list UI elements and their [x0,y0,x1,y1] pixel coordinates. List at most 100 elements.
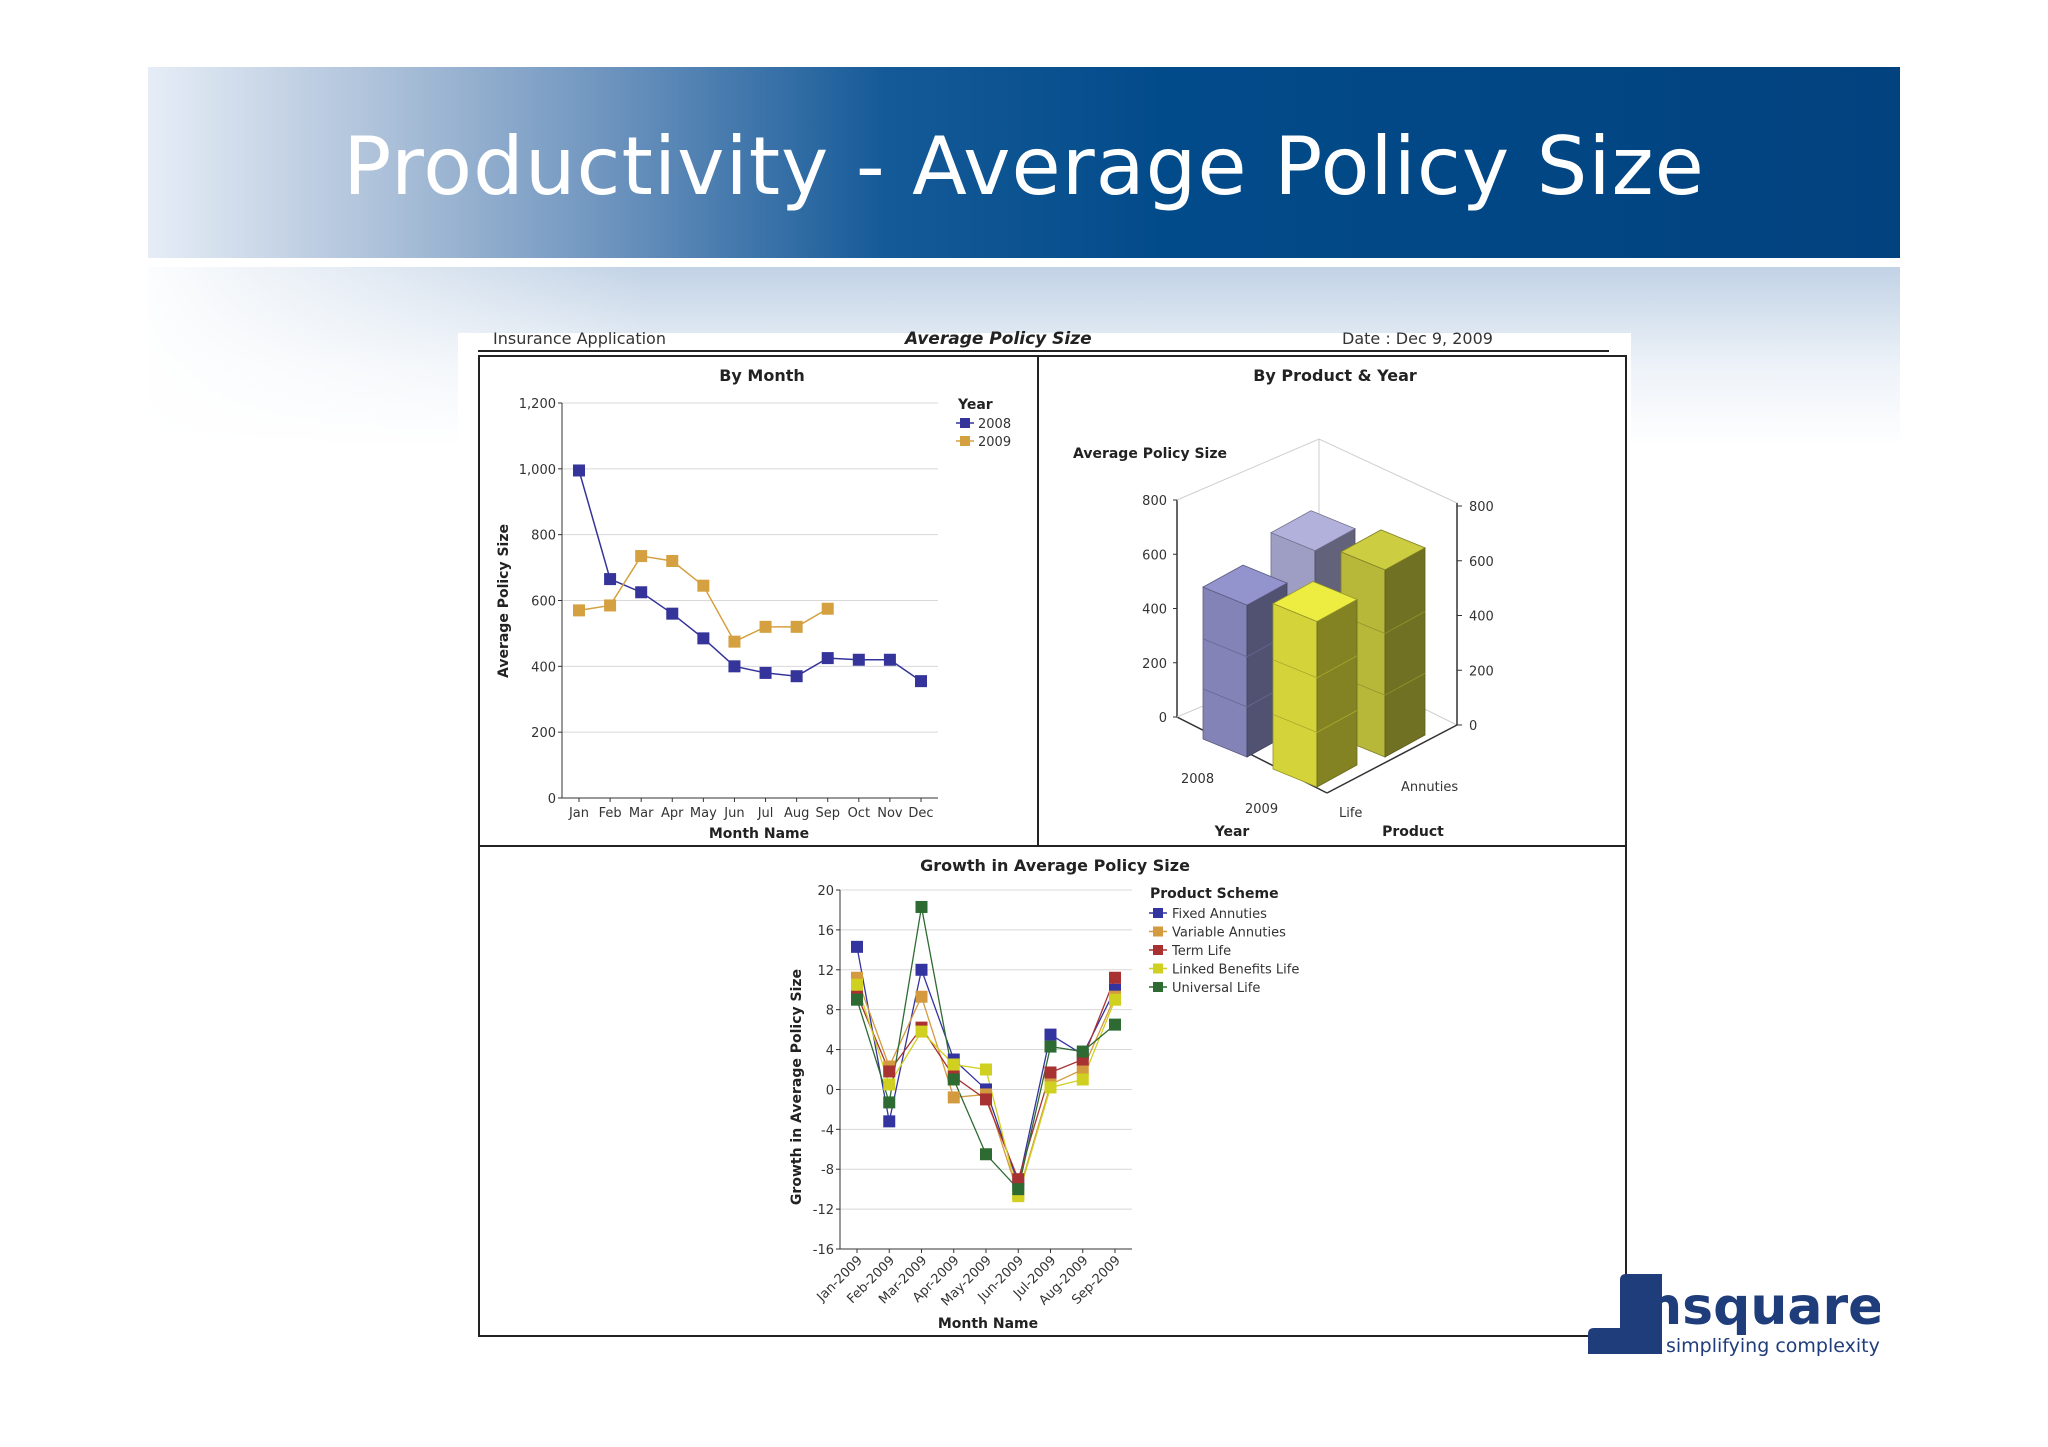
legend-label: 2008 [978,417,1011,432]
y-tick-label: 0 [548,792,556,807]
series-line-2009 [578,555,829,643]
z-tick-label: 0 [1159,711,1167,726]
by-month-chart: By Month Jan Feb Mar Apr May Jun Jul Aug Sep Oct N… [496,366,1011,842]
data-point [728,660,741,673]
legend: Product Scheme Fixed Annuties Variable An… [1149,886,1299,996]
legend-label: Linked Benefits Life [1172,963,1299,978]
data-point [1044,1066,1057,1079]
bar-side-face [1316,598,1358,788]
data-point [915,990,928,1003]
legend-swatch [1153,945,1163,955]
legend-swatch [1153,963,1163,974]
data-point [1012,1183,1025,1196]
data-point [821,652,834,665]
by-month-panel: By Month Jan Feb Mar Apr May Jun Jul Aug Sep Oct N… [478,355,1039,847]
x-tick-label: Nov [877,806,903,821]
y-tick-label: 12 [817,964,834,979]
bar-front-face [1272,602,1318,788]
data-point [790,670,803,683]
legend: Year 2008 2009 [956,397,1011,450]
logo-mark: msquare simplifying complexity [1588,1274,1883,1357]
bar-side-face [1384,547,1426,758]
y-tick-label: 1,200 [519,397,556,412]
x-tick-label: Jul [757,806,774,821]
data-point [1109,993,1121,1006]
growth-chart: Growth in Average Policy Size Jan-2009Fe… [789,856,1299,1332]
y-axis-label: Average Policy Size [496,524,512,678]
z-axis-label: Average Policy Size [1073,446,1227,462]
x-tick-label: Jun [723,806,744,821]
y-tick-label: 20 [817,884,834,899]
logo-tagline: simplifying complexity [1666,1335,1880,1357]
y-tick-label: 600 [531,595,556,610]
data-point [883,1115,896,1128]
x-tick-label: Sep [815,806,840,821]
data-point [573,604,585,617]
legend-swatch [960,436,970,446]
data-point [1044,1040,1057,1053]
data-point [1076,1073,1089,1086]
x-tick-label: Feb [599,806,622,821]
z-tick-label-right: 600 [1469,555,1494,570]
legend-label: Fixed Annuties [1172,907,1267,922]
bar-top-face [1270,510,1356,552]
legend-swatch [1153,926,1163,937]
data-point [947,1058,960,1071]
title-banner: Productivity - Average Policy Size [148,67,1900,258]
floor-front [1326,724,1458,794]
data-point [980,1148,992,1161]
report-app-name: Insurance Application [493,329,666,348]
report-date: Date : Dec 9, 2009 [1342,329,1493,348]
data-point [697,632,710,645]
z-tick-label: 400 [1142,603,1167,618]
chart-title: Growth in Average Policy Size [920,856,1190,875]
data-point [759,620,772,633]
data-point [1012,1173,1025,1186]
data-point [883,1096,896,1109]
z-tick-label: 200 [1142,657,1167,672]
bar-top-face [1202,564,1288,606]
y-tick-label: -4 [821,1123,834,1138]
legend-swatch [1153,908,1163,918]
data-point [821,602,834,615]
y-tick-label: 0 [826,1083,834,1098]
report-header-rule [478,350,1609,352]
legend-title: Year [957,397,993,413]
year-label: 2008 [1181,772,1214,787]
data-point [728,635,741,648]
data-point [883,653,896,666]
data-point [759,666,772,679]
y-tick-label: 800 [531,529,556,544]
data-point [666,555,679,567]
x-tick-label: Oct [848,806,870,821]
stack-divider [1272,655,1358,679]
y-tick-label: -8 [821,1163,834,1178]
logo-wordmark: msquare [1628,1277,1880,1337]
data-point [947,1091,960,1104]
legend-label: Universal Life [1172,981,1260,996]
y-tick-label: 16 [817,924,834,939]
data-point [1109,971,1121,984]
data-point [790,620,803,633]
legend-swatch [1153,982,1163,992]
data-point [883,1078,896,1091]
legend-title: Product Scheme [1150,886,1279,902]
data-point [573,464,585,477]
x-tick-label: Apr [661,806,684,821]
z-tick-label-right: 200 [1469,664,1494,679]
series-line-2008 [578,470,922,682]
legend-swatch [960,418,970,428]
product-label: Life [1339,806,1362,821]
data-point [851,940,863,953]
data-point [635,550,648,563]
x-tick-label: May [690,806,717,821]
data-point [915,963,928,976]
z-tick-label: 600 [1142,548,1167,563]
msquare-logo: msquare simplifying complexity [1580,1272,1883,1362]
data-point [697,579,710,592]
growth-panel: Growth in Average Policy Size Jan-2009 Fe… [478,845,1627,1337]
by-product-year-panel: By Product & Year Average Policy Size 0 0… [1037,355,1627,847]
data-point [1044,1081,1057,1094]
legend-label: Term Life [1171,944,1231,959]
logo-emblem [1588,1274,1662,1354]
